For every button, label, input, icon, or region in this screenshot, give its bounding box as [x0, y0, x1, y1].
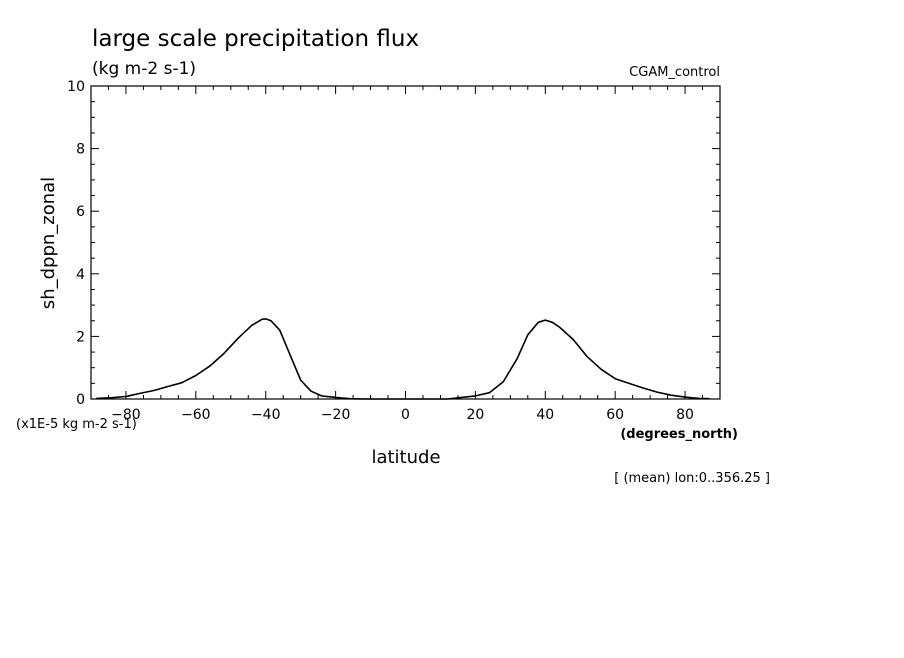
x-tick-label: −40 — [251, 407, 281, 423]
x-tick-label: 40 — [536, 407, 554, 423]
x-units-label: (degrees_north) — [620, 427, 738, 442]
y-axis-label: sh_dppn_zonal — [38, 177, 59, 309]
footer-note: [ (mean) lon:0..356.25 ] — [614, 471, 770, 486]
plot-frame — [90, 85, 721, 400]
y-tick-label: 6 — [76, 204, 85, 220]
y-tick-labels: 0 2 4 6 8 10 — [67, 79, 85, 408]
x-tick-label: −20 — [321, 407, 351, 423]
chart-title: large scale precipitation flux — [92, 26, 419, 52]
y-tick-label: 8 — [76, 142, 85, 158]
x-axis-label: latitude — [371, 447, 440, 468]
y-tick-label: 4 — [76, 267, 85, 283]
y-tick-label: 0 — [76, 392, 85, 408]
x-tick-label: 60 — [606, 407, 624, 423]
chart-units: (kg m-2 s-1) — [92, 59, 196, 79]
series-line-sh-dppn-zonal — [96, 318, 710, 400]
x-tick-label: −80 — [111, 407, 141, 423]
x-tick-labels: −80 −60 −40 −20 0 20 40 60 80 — [111, 407, 694, 423]
y-tick-label: 10 — [67, 79, 85, 95]
x-tick-label: 80 — [676, 407, 694, 423]
x-tick-label: 0 — [401, 407, 410, 423]
y-scale-note: (x1E-5 kg m-2 s-1) — [16, 417, 137, 432]
x-tick-label: −60 — [181, 407, 211, 423]
experiment-label: CGAM_control — [629, 65, 720, 80]
y-tick-label: 2 — [76, 329, 85, 345]
x-tick-label: 20 — [466, 407, 484, 423]
tick-marks — [90, 85, 721, 400]
